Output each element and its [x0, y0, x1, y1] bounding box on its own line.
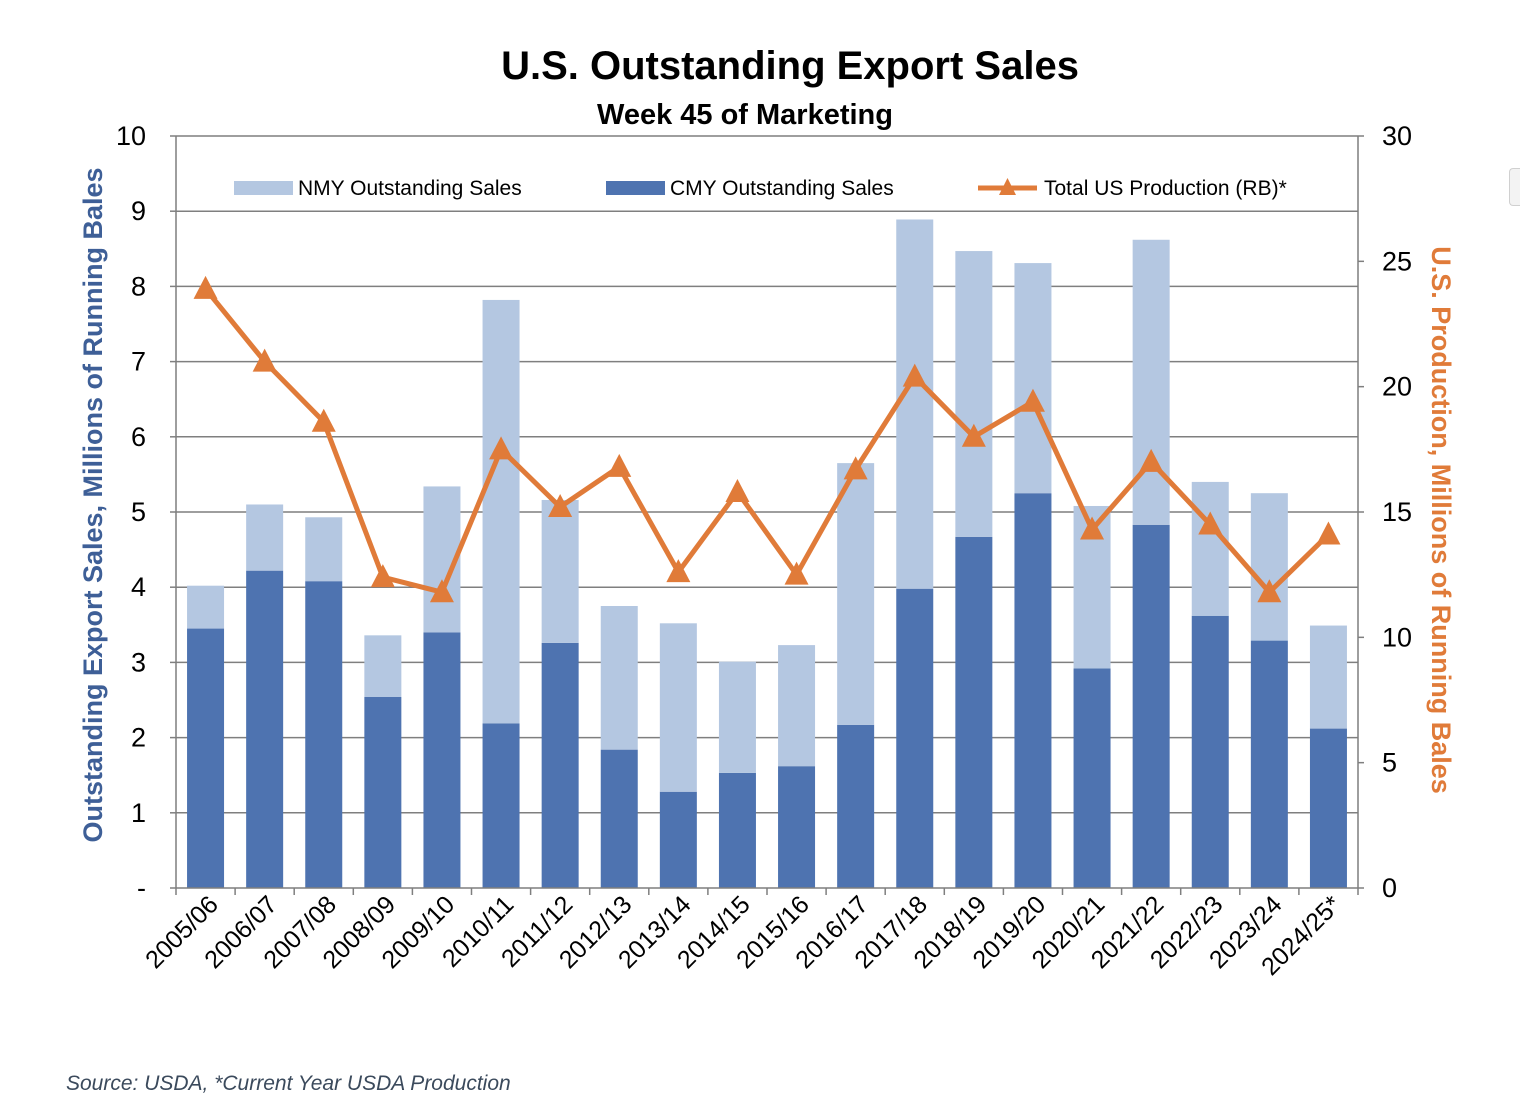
left-tick-label: 8 [131, 271, 146, 301]
bar-nmy [1309, 625, 1347, 729]
bar-cmy [1309, 728, 1347, 888]
production-marker [1020, 388, 1045, 412]
bar-cmy [364, 696, 402, 888]
right-tick-label: 15 [1382, 497, 1412, 527]
legend-swatch-nmy [234, 181, 293, 195]
bar-cmy [246, 570, 284, 888]
bar-nmy [600, 606, 638, 750]
production-marker [725, 478, 750, 502]
bar-cmy [955, 536, 993, 888]
chart-title: U.S. Outstanding Export Sales [501, 44, 1079, 88]
axes [170, 135, 1364, 895]
left-tick-label: 5 [131, 497, 146, 527]
left-tick-label: 4 [131, 572, 146, 602]
production-marker [961, 423, 986, 447]
production-marker [784, 561, 809, 585]
production-marker [311, 408, 336, 432]
bar-nmy [718, 661, 756, 773]
production-marker [1139, 448, 1164, 472]
bar-nmy [1191, 481, 1229, 616]
bar-cmy [541, 642, 579, 888]
bar-nmy [187, 585, 225, 629]
x-axis-ticks: 2005/062006/072007/082008/092009/102010/… [140, 890, 1347, 981]
production-marker [489, 436, 514, 460]
bar-cmy [1073, 668, 1111, 888]
right-tick-label: 10 [1382, 622, 1412, 652]
legend-label-production: Total US Production (RB)* [1044, 177, 1287, 200]
bar-cmy [482, 723, 520, 888]
legend-triangle-marker [999, 178, 1016, 195]
legend-swatch-cmy [606, 181, 665, 195]
production-marker [1080, 516, 1105, 540]
bar-nmy [778, 645, 816, 767]
bar-cmy [1132, 524, 1170, 888]
legend-label-cmy: CMY Outstanding Sales [670, 177, 894, 200]
bar-nmy [541, 499, 579, 643]
left-tick-label: 1 [131, 798, 146, 828]
left-tick-label: 2 [131, 723, 146, 753]
left-axis-title: Outstanding Export Sales, Millions of Ru… [78, 167, 108, 842]
bar-nmy [896, 219, 934, 589]
production-marker [843, 456, 868, 480]
left-tick-label: 10 [116, 121, 146, 151]
bar-nmy [1132, 239, 1170, 525]
production-line [193, 275, 1341, 603]
bar-cmy [1250, 640, 1288, 888]
production-marker [1257, 579, 1282, 603]
production-marker [666, 559, 691, 583]
production-marker [252, 348, 277, 372]
production-marker [193, 275, 218, 299]
right-tick-label: 20 [1382, 372, 1412, 402]
left-tick-label: 7 [131, 347, 146, 377]
bar-nmy [482, 299, 520, 724]
bar-cmy [423, 632, 461, 888]
chart-subtitle: Week 45 of Marketing [597, 99, 893, 131]
bars [187, 219, 1347, 888]
production-marker [902, 363, 927, 387]
bar-cmy [659, 791, 697, 888]
source-note: Source: USDA, *Current Year USDA Product… [66, 1072, 511, 1095]
bar-nmy [955, 251, 993, 537]
right-tick-label: 25 [1382, 246, 1412, 276]
bar-nmy [1250, 493, 1288, 641]
production-marker [429, 579, 454, 603]
right-tick-label: 5 [1382, 748, 1397, 778]
production-marker [607, 453, 632, 477]
bar-nmy [1014, 263, 1052, 494]
bar-cmy [1191, 615, 1229, 888]
bar-cmy [837, 724, 875, 888]
bar-nmy [364, 635, 402, 697]
bar-cmy [600, 749, 638, 888]
bar-nmy [659, 623, 697, 792]
left-axis-ticks: - 1 2 3 4 5 6 7 8 9 10 [116, 121, 146, 903]
bar-nmy [246, 504, 284, 571]
bar-cmy [1014, 493, 1052, 888]
bar-cmy [718, 772, 756, 888]
right-tick-label: 0 [1382, 873, 1397, 903]
left-tick-label: 3 [131, 647, 146, 677]
legend: NMY Outstanding Sales CMY Outstanding Sa… [234, 177, 1287, 200]
bar-cmy [778, 766, 816, 888]
production-marker [1316, 521, 1341, 545]
legend-label-nmy: NMY Outstanding Sales [298, 177, 522, 200]
bar-cmy [305, 581, 343, 888]
right-tick-label: 30 [1382, 121, 1412, 151]
left-tick-label: 9 [131, 196, 146, 226]
production-line-path [203, 287, 1331, 595]
production-marker [1198, 511, 1223, 535]
bar-cmy [187, 628, 225, 888]
production-marker [370, 564, 395, 588]
left-tick-label: 6 [131, 422, 146, 452]
bar-cmy [896, 588, 934, 888]
bar-nmy [837, 463, 875, 725]
gridlines [176, 135, 1358, 814]
left-tick-label: - [137, 873, 146, 903]
bar-nmy [305, 517, 343, 582]
right-axis-ticks: 0 5 10 15 20 25 30 [1382, 121, 1412, 903]
production-marker [548, 493, 573, 517]
right-axis-title: U.S. Production, Millions of Running Bal… [1426, 246, 1456, 794]
scroll-handle[interactable] [1509, 168, 1520, 206]
